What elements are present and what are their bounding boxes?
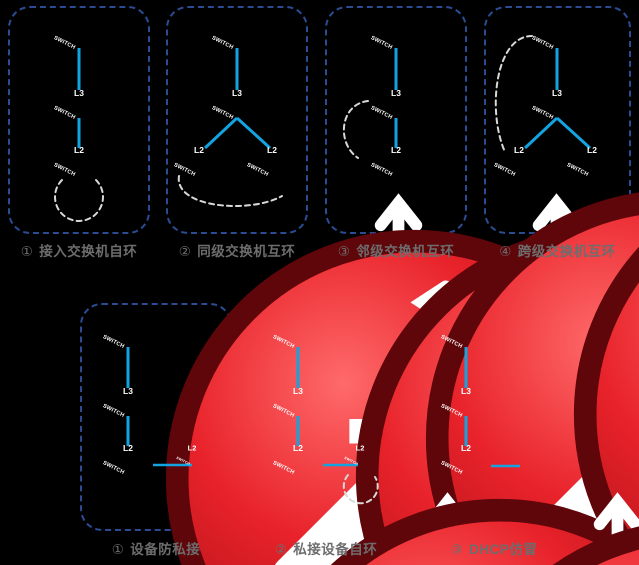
panel-adjacent-level-switch-mutual-loop: [325, 6, 467, 234]
caption-title: 设备防私接: [130, 542, 201, 557]
caption-title: 跨级交换机互环: [517, 244, 616, 259]
caption-device-anti-private-connection: ① 设备防私接: [80, 538, 232, 558]
panel-private-device-self-loop: [250, 303, 402, 531]
caption-title: 接入交换机自环: [39, 244, 138, 259]
panel-device-anti-private-connection: [80, 303, 232, 531]
caption-number: ④: [499, 244, 512, 259]
panel-peer-switch-mutual-loop: [166, 6, 308, 234]
panel-dhcp-spoofing: [418, 303, 570, 531]
caption-title: DHCP仿冒: [469, 542, 538, 557]
caption-private-device-self-loop: ② 私接设备自环: [250, 538, 402, 558]
caption-adjacent-level-switch-mutual-loop: ③ 邻级交换机互环: [325, 240, 467, 260]
caption-dhcp-spoofing: ③ DHCP仿冒: [418, 538, 570, 558]
caption-number: ③: [337, 244, 351, 259]
caption-number: ①: [20, 244, 34, 259]
caption-access-switch-self-loop: ① 接入交换机自环: [8, 240, 150, 260]
caption-cross-level-switch-mutual-loop: ④ 跨级交换机互环: [484, 240, 631, 260]
caption-number: ③: [450, 542, 464, 557]
caption-title: 同级交换机互环: [197, 244, 296, 259]
caption-peer-switch-mutual-loop: ② 同级交换机互环: [166, 240, 308, 260]
caption-title: 私接设备自环: [293, 542, 378, 557]
caption-number: ②: [274, 542, 288, 557]
caption-number: ②: [178, 244, 192, 259]
caption-title: 邻级交换机互环: [356, 244, 455, 259]
caption-number: ①: [111, 542, 125, 557]
panel-cross-level-switch-mutual-loop: [484, 6, 631, 234]
panel-access-switch-self-loop: [8, 6, 150, 234]
